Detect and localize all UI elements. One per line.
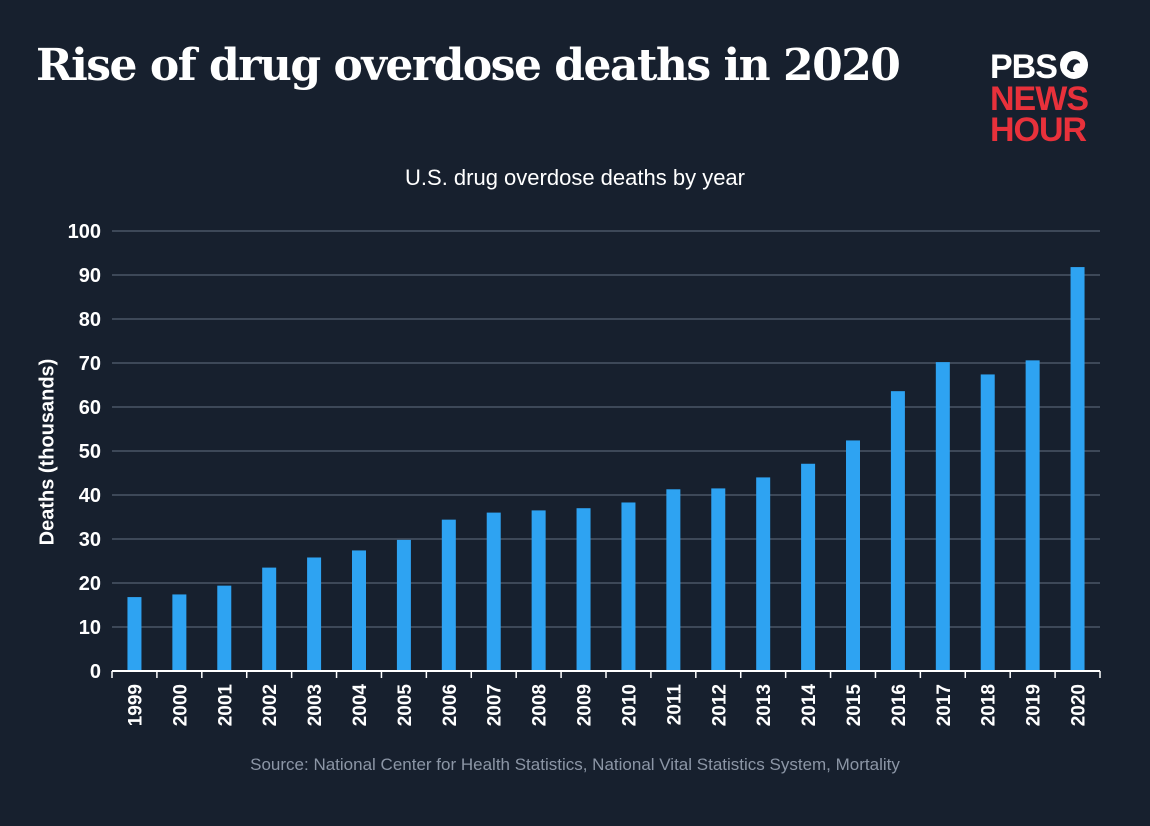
bar — [756, 477, 771, 671]
x-tick-label: 2005 — [395, 684, 416, 727]
chart-subtitle: U.S. drug overdose deaths by year — [405, 165, 745, 190]
bar — [352, 550, 366, 671]
x-tick-label: 2008 — [530, 684, 551, 726]
bar — [980, 374, 995, 671]
bar — [172, 594, 187, 671]
y-tick-label: 40 — [79, 485, 101, 507]
source-note: Source: National Center for Health Stati… — [250, 755, 900, 774]
x-tick-label: 2018 — [979, 684, 1000, 726]
x-tick-label: 2003 — [305, 684, 326, 726]
y-tick-label: 60 — [79, 397, 101, 419]
x-tick-label: 2001 — [215, 684, 236, 727]
bar — [1025, 360, 1040, 671]
x-tick-label: 2017 — [934, 684, 955, 726]
x-tick-label: 2007 — [485, 684, 506, 726]
logo-news-text: NEWS — [990, 80, 1089, 118]
bar — [846, 440, 860, 671]
bar — [666, 489, 681, 671]
x-tick-label: 2000 — [170, 684, 191, 726]
y-tick-label: 20 — [79, 573, 101, 595]
y-tick-label: 10 — [79, 617, 101, 639]
x-tick-label: 2014 — [799, 684, 820, 727]
logo-pbs-text: PBS — [990, 48, 1058, 86]
y-tick-label: 90 — [79, 265, 101, 287]
bar — [217, 585, 232, 671]
x-tick-label: 2009 — [575, 684, 596, 726]
bar — [1070, 267, 1085, 671]
bar — [396, 539, 411, 671]
x-tick-label: 1999 — [125, 684, 146, 726]
bar — [127, 597, 142, 671]
bar — [262, 567, 277, 671]
x-tick-label: 2004 — [350, 684, 371, 727]
x-tick-label: 2020 — [1069, 684, 1090, 726]
bar — [801, 463, 816, 671]
bar — [486, 512, 501, 671]
y-tick-label: 80 — [79, 309, 101, 331]
bar — [711, 488, 726, 671]
bar — [307, 557, 322, 671]
logo-hour-text: HOUR — [990, 111, 1087, 149]
bar — [890, 391, 905, 671]
x-tick-label: 2006 — [440, 684, 461, 726]
x-tick-label: 2016 — [889, 684, 910, 726]
x-tick-label: 2011 — [664, 684, 685, 726]
chart-title: Rise of drug overdose deaths in 2020 — [36, 40, 901, 91]
x-tick-label: 2015 — [844, 684, 865, 727]
y-tick-label: 0 — [90, 661, 101, 683]
y-tick-label: 100 — [68, 221, 101, 243]
x-tick-label: 2019 — [1024, 684, 1045, 726]
bar — [621, 502, 636, 671]
y-tick-label: 70 — [79, 353, 101, 375]
y-tick-label: 30 — [79, 529, 101, 551]
x-tick-label: 2013 — [754, 684, 775, 726]
pbs-head-icon — [1059, 50, 1089, 85]
y-tick-label: 50 — [79, 441, 101, 463]
bar — [531, 510, 546, 671]
pbs-newshour-logo: PBS NEWS HOUR — [990, 48, 1110, 149]
x-tick-label: 2002 — [260, 684, 281, 726]
x-tick-label: 2012 — [709, 684, 730, 726]
bar — [441, 519, 456, 671]
bar — [935, 362, 950, 671]
bar — [576, 508, 591, 671]
x-tick-label: 2010 — [619, 684, 640, 726]
